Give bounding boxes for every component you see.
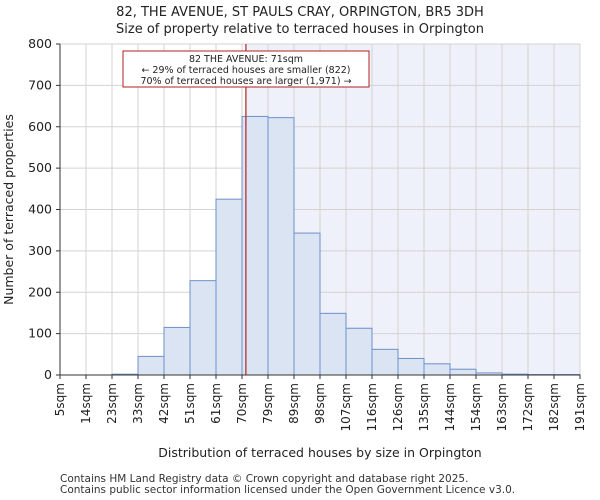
y-tick-label: 700 <box>28 77 52 92</box>
histogram-bar <box>345 327 373 376</box>
histogram-bar <box>215 198 243 376</box>
x-tick-label: 5sqm <box>53 383 67 416</box>
y-axis-title: Number of terraced properties <box>1 114 16 305</box>
x-tick-label: 42sqm <box>157 383 171 424</box>
histogram-bar <box>189 280 217 376</box>
histogram-bar <box>371 348 399 376</box>
histogram-bar <box>397 357 425 376</box>
x-tick-label: 144sqm <box>443 383 457 431</box>
chart-title: 82, THE AVENUE, ST PAULS CRAY, ORPINGTON… <box>116 5 484 20</box>
y-tick-label: 400 <box>28 202 52 217</box>
footer-licence: Contains public sector information licen… <box>60 484 516 496</box>
y-tick-label: 600 <box>28 119 52 134</box>
y-tick-label: 300 <box>28 243 52 258</box>
x-tick-label: 51sqm <box>183 383 197 424</box>
x-tick-label: 98sqm <box>313 383 327 424</box>
annotation-smaller: ← 29% of terraced houses are smaller (82… <box>141 65 350 76</box>
x-tick-label: 23sqm <box>105 383 119 424</box>
chart-subtitle: Size of property relative to terraced ho… <box>116 22 484 37</box>
histogram-bar <box>267 117 295 376</box>
annotation-title: 82 THE AVENUE: 71sqm <box>189 54 303 65</box>
histogram-bar <box>423 363 451 376</box>
histogram-bar <box>449 368 477 376</box>
x-tick-label: 191sqm <box>573 383 587 431</box>
x-tick-label: 116sqm <box>365 383 379 431</box>
x-tick-label: 79sqm <box>261 383 275 424</box>
x-tick-label: 163sqm <box>495 383 509 431</box>
histogram-bar <box>163 326 191 376</box>
y-tick-label: 0 <box>44 367 52 382</box>
y-tick-label: 200 <box>28 284 52 299</box>
histogram-bar <box>137 355 165 376</box>
histogram-bar <box>293 232 321 376</box>
x-tick-label: 33sqm <box>131 383 145 424</box>
x-tick-label: 172sqm <box>521 383 535 431</box>
x-tick-label: 154sqm <box>469 383 483 431</box>
histogram-chart: 0 100 200 300 400 500 600 700 800 5sqm 14sqm 23sqm 3… <box>1 36 587 460</box>
x-tick-label: 61sqm <box>209 383 223 424</box>
x-tick-label: 135sqm <box>417 383 431 431</box>
annotation-box <box>122 50 370 88</box>
y-tick-label: 800 <box>28 36 52 51</box>
x-tick-label: 107sqm <box>339 383 353 431</box>
footer-copyright: Contains HM Land Registry data © Crown c… <box>60 473 469 485</box>
x-tick-label: 14sqm <box>79 383 93 424</box>
x-tick-label: 89sqm <box>287 383 301 424</box>
y-tick-label: 500 <box>28 160 52 175</box>
histogram-bar <box>319 312 347 376</box>
y-tick-label: 100 <box>28 326 52 341</box>
x-tick-label: 182sqm <box>547 383 561 431</box>
x-axis-title: Distribution of terraced houses by size … <box>158 445 481 460</box>
x-tick-label: 126sqm <box>391 383 405 431</box>
annotation-larger: 70% of terraced houses are larger (1,971… <box>140 76 351 87</box>
x-tick-label: 70sqm <box>235 383 249 424</box>
